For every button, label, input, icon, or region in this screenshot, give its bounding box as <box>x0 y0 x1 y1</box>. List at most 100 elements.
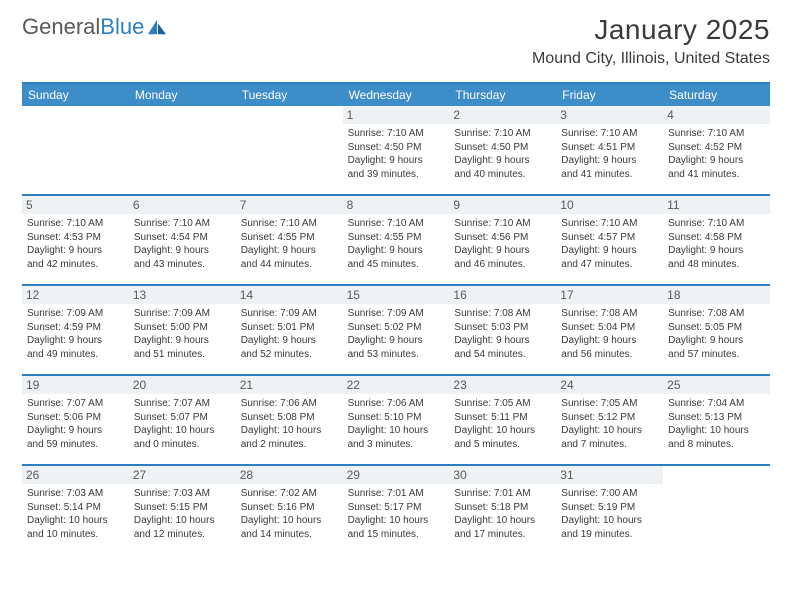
day-number: 22 <box>343 376 450 394</box>
day-number: 5 <box>22 196 129 214</box>
calendar-cell: 22 Sunrise: 7:06 AMSunset: 5:10 PMDayligh… <box>343 376 450 464</box>
day-header: Sunday <box>22 84 129 106</box>
calendar-cell: 18 Sunrise: 7:08 AMSunset: 5:05 PMDayligh… <box>663 286 770 374</box>
day-number: 6 <box>129 196 236 214</box>
day-number: 23 <box>449 376 556 394</box>
day-number: 1 <box>343 106 450 124</box>
cell-text: Sunrise: 7:05 AMSunset: 5:11 PMDaylight:… <box>453 397 552 451</box>
logo-text: GeneralBlue <box>22 14 144 40</box>
cell-text: Sunrise: 7:08 AMSunset: 5:03 PMDaylight:… <box>453 307 552 361</box>
cell-text: Sunrise: 7:01 AMSunset: 5:18 PMDaylight:… <box>453 487 552 541</box>
calendar-cell: 15 Sunrise: 7:09 AMSunset: 5:02 PMDayligh… <box>343 286 450 374</box>
calendar-grid: SundayMondayTuesdayWednesdayThursdayFrid… <box>22 82 770 554</box>
location: Mound City, Illinois, United States <box>532 50 770 68</box>
cell-text: Sunrise: 7:07 AMSunset: 5:06 PMDaylight:… <box>26 397 125 451</box>
cell-text: Sunrise: 7:00 AMSunset: 5:19 PMDaylight:… <box>560 487 659 541</box>
cell-text: Sunrise: 7:10 AMSunset: 4:53 PMDaylight:… <box>26 217 125 271</box>
day-number: 4 <box>663 106 770 124</box>
calendar-cell: 8 Sunrise: 7:10 AMSunset: 4:55 PMDaylight… <box>343 196 450 284</box>
day-header: Tuesday <box>236 84 343 106</box>
sail-icon <box>146 18 168 36</box>
day-number: 29 <box>343 466 450 484</box>
day-number: 26 <box>22 466 129 484</box>
day-number: 7 <box>236 196 343 214</box>
calendar-cell: 2 Sunrise: 7:10 AMSunset: 4:50 PMDaylight… <box>449 106 556 194</box>
cell-text: Sunrise: 7:03 AMSunset: 5:14 PMDaylight:… <box>26 487 125 541</box>
calendar-cell: 23 Sunrise: 7:05 AMSunset: 5:11 PMDayligh… <box>449 376 556 464</box>
calendar-cell: 7 Sunrise: 7:10 AMSunset: 4:55 PMDaylight… <box>236 196 343 284</box>
day-number: 25 <box>663 376 770 394</box>
cell-text: Sunrise: 7:08 AMSunset: 5:04 PMDaylight:… <box>560 307 659 361</box>
cell-text: Sunrise: 7:09 AMSunset: 5:01 PMDaylight:… <box>240 307 339 361</box>
calendar-cell: 5 Sunrise: 7:10 AMSunset: 4:53 PMDaylight… <box>22 196 129 284</box>
day-number: 17 <box>556 286 663 304</box>
calendar-cell <box>22 106 129 194</box>
cell-text: Sunrise: 7:04 AMSunset: 5:13 PMDaylight:… <box>667 397 766 451</box>
cell-text: Sunrise: 7:08 AMSunset: 5:05 PMDaylight:… <box>667 307 766 361</box>
calendar-cell: 19Sunrise: 7:07 AMSunset: 5:06 PMDayligh… <box>22 376 129 464</box>
cell-text: Sunrise: 7:10 AMSunset: 4:50 PMDaylight:… <box>347 127 446 181</box>
day-number: 9 <box>449 196 556 214</box>
calendar-cell: 25 Sunrise: 7:04 AMSunset: 5:13 PMDayligh… <box>663 376 770 464</box>
day-number: 27 <box>129 466 236 484</box>
cell-text: Sunrise: 7:03 AMSunset: 5:15 PMDaylight:… <box>133 487 232 541</box>
calendar-cell <box>663 466 770 554</box>
day-number: 30 <box>449 466 556 484</box>
calendar-cell: 4 Sunrise: 7:10 AMSunset: 4:52 PMDaylight… <box>663 106 770 194</box>
cell-text: Sunrise: 7:10 AMSunset: 4:52 PMDaylight:… <box>667 127 766 181</box>
cell-text: Sunrise: 7:10 AMSunset: 4:57 PMDaylight:… <box>560 217 659 271</box>
title-block: January 2025 Mound City, Illinois, Unite… <box>532 14 770 68</box>
calendar-cell: 21 Sunrise: 7:06 AMSunset: 5:08 PMDayligh… <box>236 376 343 464</box>
calendar-cell: 27 Sunrise: 7:03 AMSunset: 5:15 PMDayligh… <box>129 466 236 554</box>
calendar-cell: 16Sunrise: 7:08 AMSunset: 5:03 PMDayligh… <box>449 286 556 374</box>
cell-text: Sunrise: 7:06 AMSunset: 5:10 PMDaylight:… <box>347 397 446 451</box>
calendar-cell: 1 Sunrise: 7:10 AMSunset: 4:50 PMDaylight… <box>343 106 450 194</box>
calendar-cell: 6 Sunrise: 7:10 AMSunset: 4:54 PMDaylight… <box>129 196 236 284</box>
calendar-cell: 28Sunrise: 7:02 AMSunset: 5:16 PMDayligh… <box>236 466 343 554</box>
calendar-cell: 11Sunrise: 7:10 AMSunset: 4:58 PMDayligh… <box>663 196 770 284</box>
cell-text: Sunrise: 7:09 AMSunset: 5:00 PMDaylight:… <box>133 307 232 361</box>
calendar-cell <box>236 106 343 194</box>
cell-text: Sunrise: 7:09 AMSunset: 4:59 PMDaylight:… <box>26 307 125 361</box>
calendar-cell: 31 Sunrise: 7:00 AMSunset: 5:19 PMDayligh… <box>556 466 663 554</box>
calendar-cell: 10Sunrise: 7:10 AMSunset: 4:57 PMDayligh… <box>556 196 663 284</box>
cell-text: Sunrise: 7:10 AMSunset: 4:55 PMDaylight:… <box>240 217 339 271</box>
calendar-cell: 29Sunrise: 7:01 AMSunset: 5:17 PMDayligh… <box>343 466 450 554</box>
day-header: Saturday <box>663 84 770 106</box>
cell-text: Sunrise: 7:10 AMSunset: 4:56 PMDaylight:… <box>453 217 552 271</box>
day-header: Monday <box>129 84 236 106</box>
month-title: January 2025 <box>532 14 770 46</box>
cell-text: Sunrise: 7:06 AMSunset: 5:08 PMDaylight:… <box>240 397 339 451</box>
cell-text: Sunrise: 7:10 AMSunset: 4:58 PMDaylight:… <box>667 217 766 271</box>
header: GeneralBlue January 2025 Mound City, Ill… <box>0 0 792 72</box>
day-number: 21 <box>236 376 343 394</box>
calendar-cell: 26 Sunrise: 7:03 AMSunset: 5:14 PMDayligh… <box>22 466 129 554</box>
cell-text: Sunrise: 7:07 AMSunset: 5:07 PMDaylight:… <box>133 397 232 451</box>
logo-word1: General <box>22 14 100 39</box>
day-number: 13 <box>129 286 236 304</box>
day-number: 18 <box>663 286 770 304</box>
cell-text: Sunrise: 7:09 AMSunset: 5:02 PMDaylight:… <box>347 307 446 361</box>
logo: GeneralBlue <box>22 14 168 40</box>
logo-word2: Blue <box>100 14 144 39</box>
calendar-cell: 20 Sunrise: 7:07 AMSunset: 5:07 PMDayligh… <box>129 376 236 464</box>
day-number: 8 <box>343 196 450 214</box>
calendar-cell: 30 Sunrise: 7:01 AMSunset: 5:18 PMDayligh… <box>449 466 556 554</box>
day-number: 2 <box>449 106 556 124</box>
day-number: 15 <box>343 286 450 304</box>
day-number: 24 <box>556 376 663 394</box>
cell-text: Sunrise: 7:10 AMSunset: 4:55 PMDaylight:… <box>347 217 446 271</box>
day-number: 31 <box>556 466 663 484</box>
cell-text: Sunrise: 7:10 AMSunset: 4:54 PMDaylight:… <box>133 217 232 271</box>
cell-text: Sunrise: 7:05 AMSunset: 5:12 PMDaylight:… <box>560 397 659 451</box>
calendar-cell: 3 Sunrise: 7:10 AMSunset: 4:51 PMDaylight… <box>556 106 663 194</box>
calendar-cell: 9 Sunrise: 7:10 AMSunset: 4:56 PMDaylight… <box>449 196 556 284</box>
day-number: 3 <box>556 106 663 124</box>
cell-text: Sunrise: 7:10 AMSunset: 4:50 PMDaylight:… <box>453 127 552 181</box>
calendar-cell: 13 Sunrise: 7:09 AMSunset: 5:00 PMDayligh… <box>129 286 236 374</box>
cell-text: Sunrise: 7:10 AMSunset: 4:51 PMDaylight:… <box>560 127 659 181</box>
cell-text: Sunrise: 7:02 AMSunset: 5:16 PMDaylight:… <box>240 487 339 541</box>
calendar-cell: 12Sunrise: 7:09 AMSunset: 4:59 PMDayligh… <box>22 286 129 374</box>
day-number: 20 <box>129 376 236 394</box>
day-header: Friday <box>556 84 663 106</box>
